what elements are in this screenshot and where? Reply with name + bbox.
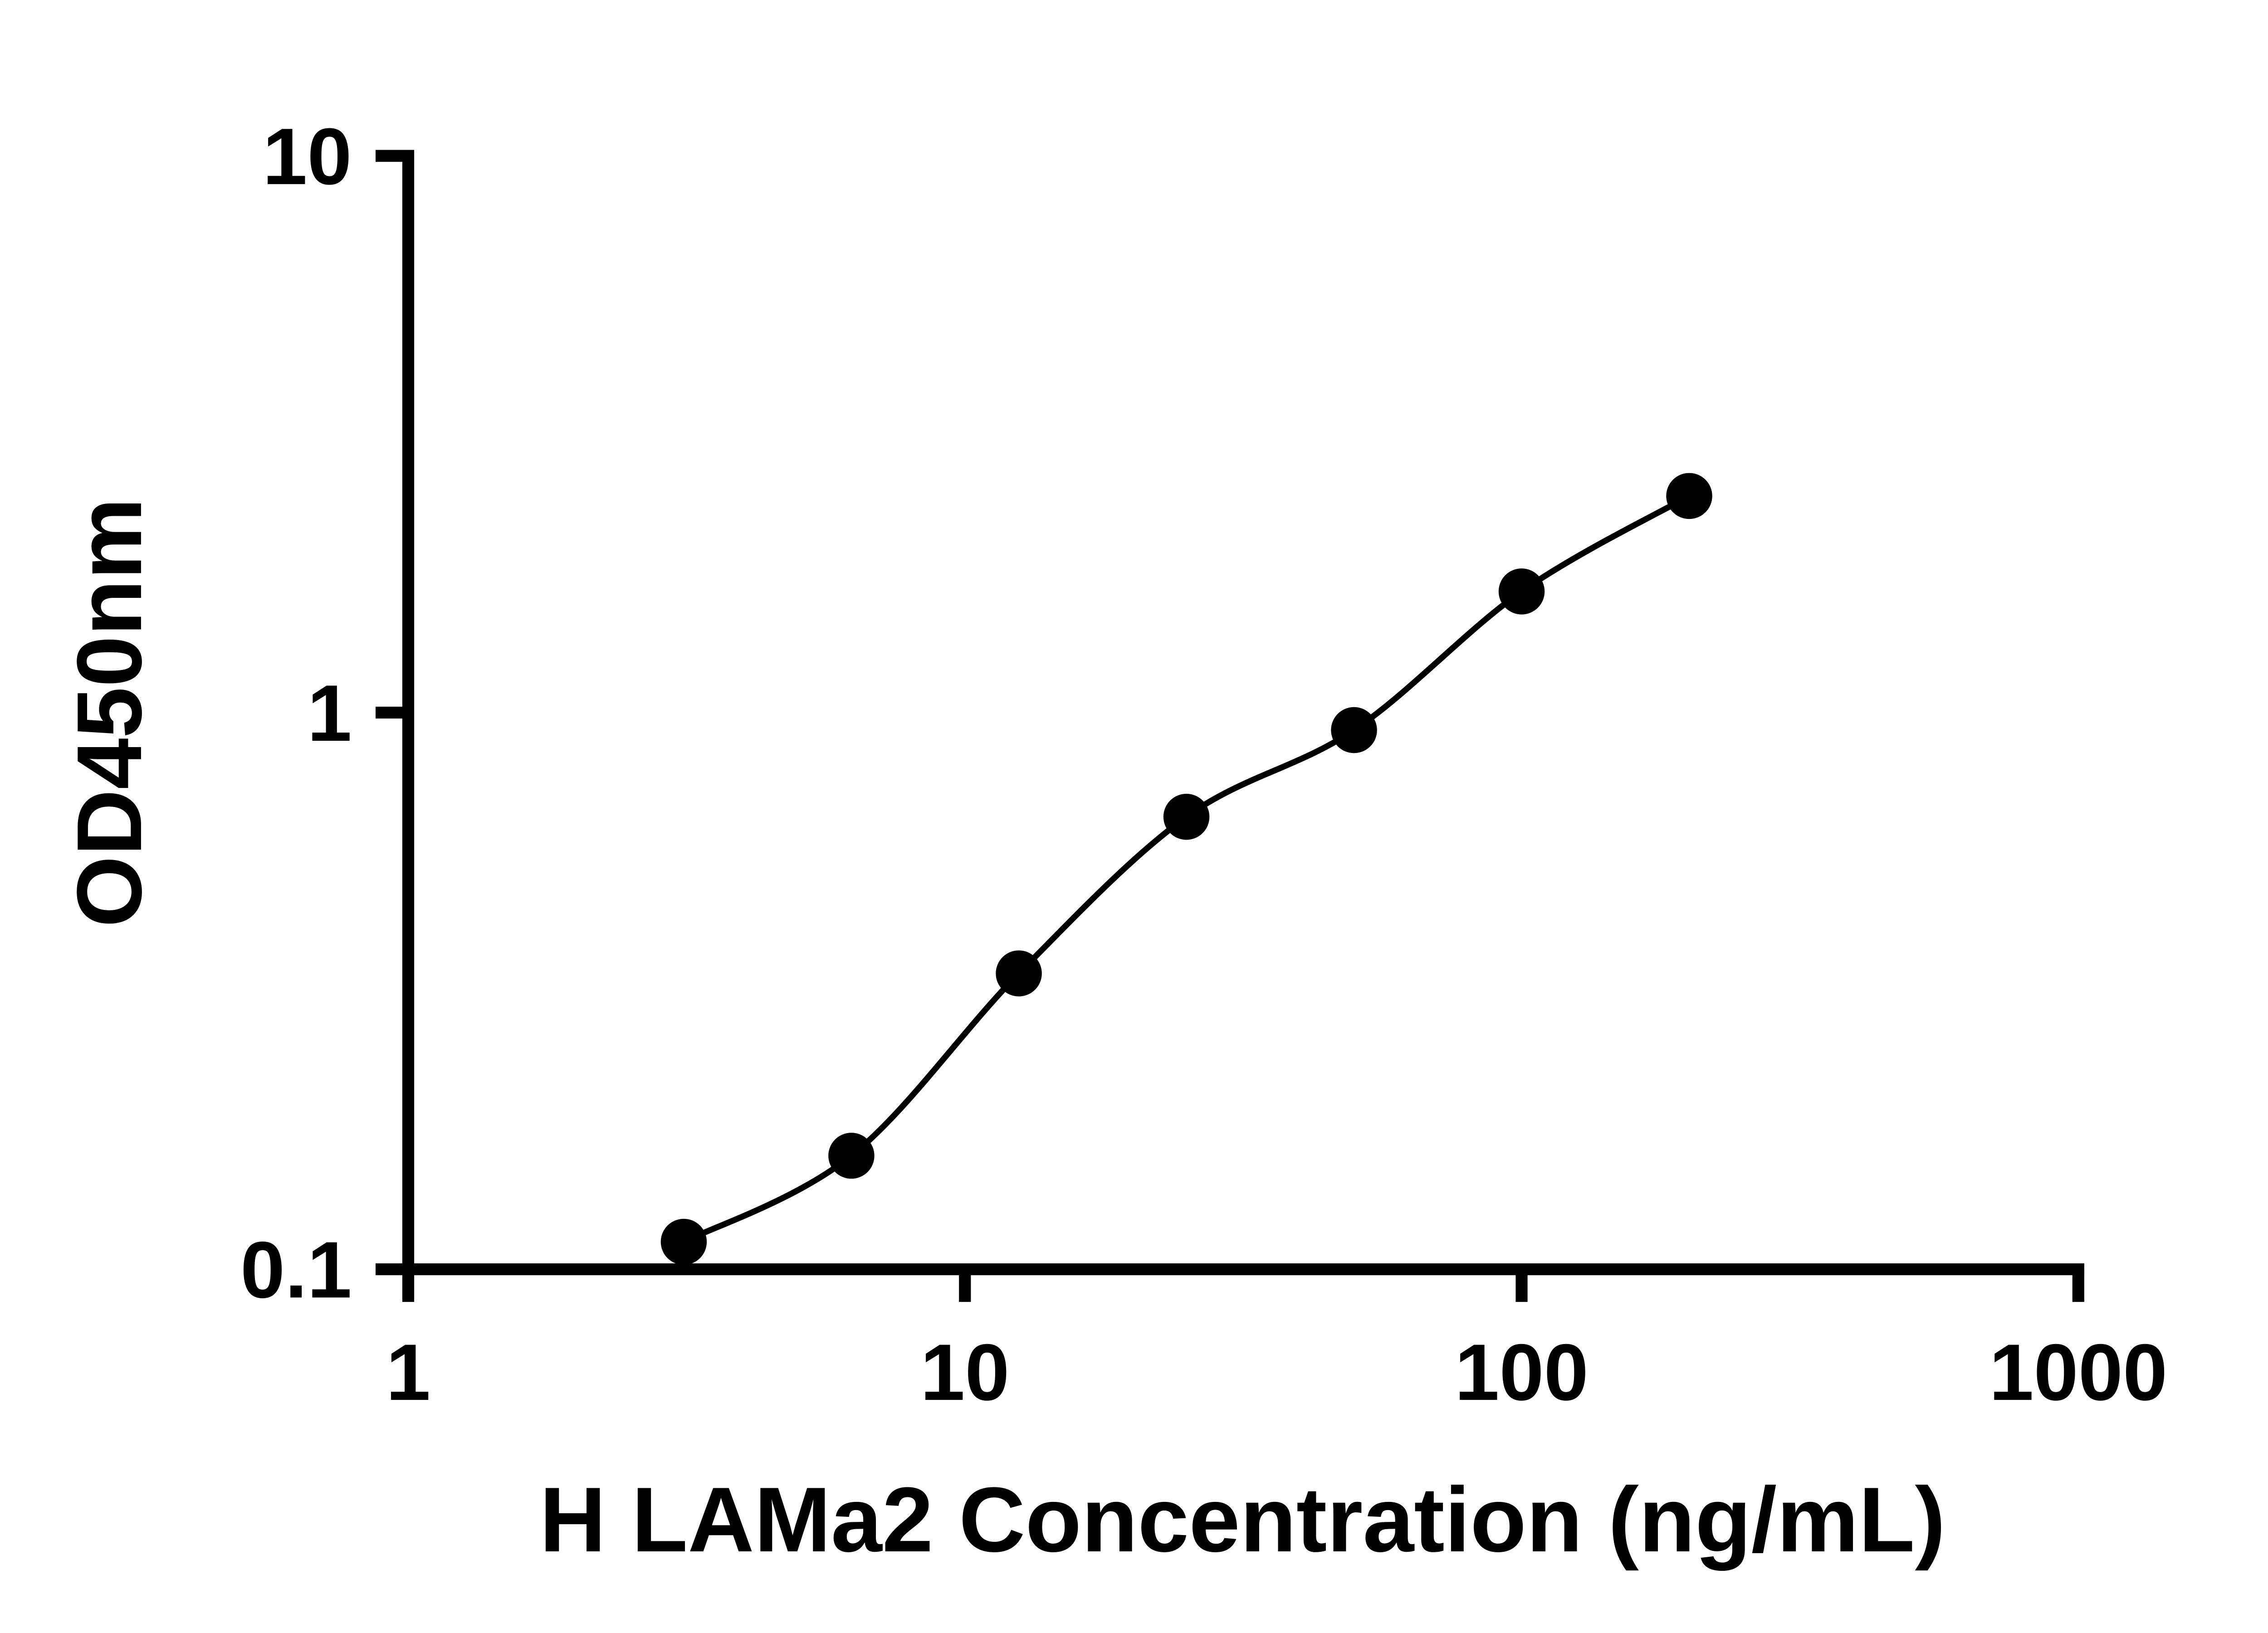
axes [402, 150, 2084, 1276]
tick-marks [376, 150, 2084, 1302]
data-point-1 [828, 1133, 875, 1179]
data-point-0 [660, 1218, 707, 1265]
fit-curve [682, 493, 1691, 1245]
x-axis-title: H LAMa2 Concentration (ng/mL) [539, 1468, 1945, 1571]
data-point-6 [1666, 473, 1712, 519]
data-point-3 [1163, 793, 1210, 840]
data-point-2 [996, 950, 1042, 997]
data-point-4 [1331, 707, 1377, 753]
data-series [660, 473, 1712, 1265]
x-tick-label-1: 1 [386, 1328, 430, 1417]
plot-area: 1 10 100 1000 0.1 1 10 H LAMa2 Concentration (… [58, 112, 2167, 1571]
tick-labels: 1 10 100 1000 0.1 1 10 [240, 112, 2167, 1417]
data-point-5 [1498, 568, 1545, 615]
x-tick-label-10: 10 [920, 1328, 1010, 1417]
y-tick-label-0.1: 0.1 [240, 1225, 352, 1315]
y-tick-label-1: 1 [307, 669, 352, 758]
y-axis-title: OD450nm [58, 498, 161, 927]
y-tick-label-10: 10 [263, 112, 352, 201]
x-tick-label-1000: 1000 [1989, 1328, 2167, 1417]
x-tick-label-100: 100 [1455, 1328, 1589, 1417]
